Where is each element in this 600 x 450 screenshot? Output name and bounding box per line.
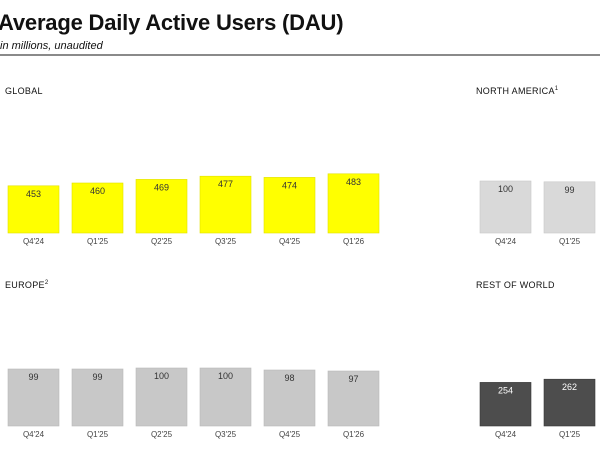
panel-title-global-text: GLOBAL — [5, 86, 43, 96]
header-divider — [0, 54, 600, 56]
global-value-label: 469 — [154, 182, 169, 192]
global-category-label: Q1'26 — [343, 237, 365, 246]
global-category-label: Q1'25 — [87, 237, 109, 246]
global-bar — [327, 173, 380, 234]
panel-title-global: GLOBAL — [5, 86, 43, 96]
rest-of-world-bar — [479, 382, 532, 427]
global-category-label: Q4'25 — [279, 237, 301, 246]
panel-title-north-america-text: NORTH AMERICA — [476, 86, 555, 96]
panel-title-rest-of-world-text: REST OF WORLD — [476, 280, 555, 290]
global-dau-chart: 453 Q4'24 460 Q1'25 469 Q2'25 477 Q3'25 474 Q4'25… — [7, 173, 380, 246]
panel-title-europe: EUROPE2 — [5, 280, 48, 290]
panel-title-rest-of-world: REST OF WORLD — [476, 280, 555, 290]
europe-category-label: Q4'24 — [23, 430, 45, 439]
north-america-bar — [479, 180, 532, 234]
rest-of-world-value-label: 262 — [562, 382, 577, 392]
rest-of-world-category-label: Q4'24 — [495, 430, 517, 439]
europe-value-label: 100 — [154, 371, 169, 381]
europe-bar — [135, 367, 188, 427]
global-bar — [7, 185, 60, 234]
europe-category-label: Q2'25 — [151, 430, 173, 439]
global-bar — [199, 175, 252, 234]
europe-value-label: 99 — [28, 372, 38, 382]
global-value-label: 453 — [26, 189, 41, 199]
europe-bar — [327, 370, 380, 427]
global-value-label: 474 — [282, 180, 297, 190]
europe-bar — [71, 368, 124, 427]
global-category-label: Q4'24 — [23, 237, 45, 246]
north-america-category-label: Q4'24 — [495, 237, 517, 246]
europe-value-label: 100 — [218, 371, 233, 381]
global-value-label: 460 — [90, 186, 105, 196]
north-america-value-label: 99 — [564, 185, 574, 195]
europe-value-label: 98 — [284, 373, 294, 383]
page-title: Average Daily Active Users (DAU) — [0, 10, 344, 35]
rest-of-world-category-label: Q1'25 — [559, 430, 581, 439]
rest-of-world-value-label: 254 — [498, 385, 513, 395]
panel-title-europe-text: EUROPE — [5, 280, 45, 290]
global-value-label: 477 — [218, 179, 233, 189]
panel-title-north-america: NORTH AMERICA1 — [476, 86, 558, 96]
panel-title-europe-note: 2 — [44, 280, 49, 286]
page-subtitle: in millions, unaudited — [0, 40, 103, 52]
north-america-dau-chart: 100 Q4'24 99 Q1'25 — [479, 180, 596, 246]
rest-of-world-dau-chart: 254 Q4'24 262 Q1'25 — [479, 378, 596, 439]
europe-value-label: 97 — [348, 374, 358, 384]
europe-category-label: Q4'25 — [279, 430, 301, 439]
global-value-label: 483 — [346, 177, 361, 187]
global-bar — [135, 179, 188, 234]
europe-category-label: Q1'25 — [87, 430, 109, 439]
europe-dau-chart: 99 Q4'24 99 Q1'25 100 Q2'25 100 Q3'25 98 Q4'25 97 Q… — [7, 367, 380, 439]
north-america-category-label: Q1'25 — [559, 237, 581, 246]
europe-bar — [199, 367, 252, 427]
global-bar — [263, 177, 316, 234]
north-america-bar — [543, 181, 596, 234]
europe-value-label: 99 — [92, 372, 102, 382]
europe-category-label: Q3'25 — [215, 430, 237, 439]
europe-bar — [263, 369, 316, 427]
global-category-label: Q3'25 — [215, 237, 237, 246]
europe-bar — [7, 368, 60, 427]
north-america-value-label: 100 — [498, 184, 513, 194]
global-category-label: Q2'25 — [151, 237, 173, 246]
panel-title-north-america-note: 1 — [554, 86, 559, 92]
rest-of-world-bar — [543, 378, 596, 427]
europe-category-label: Q1'26 — [343, 430, 365, 439]
global-bar — [71, 182, 124, 234]
